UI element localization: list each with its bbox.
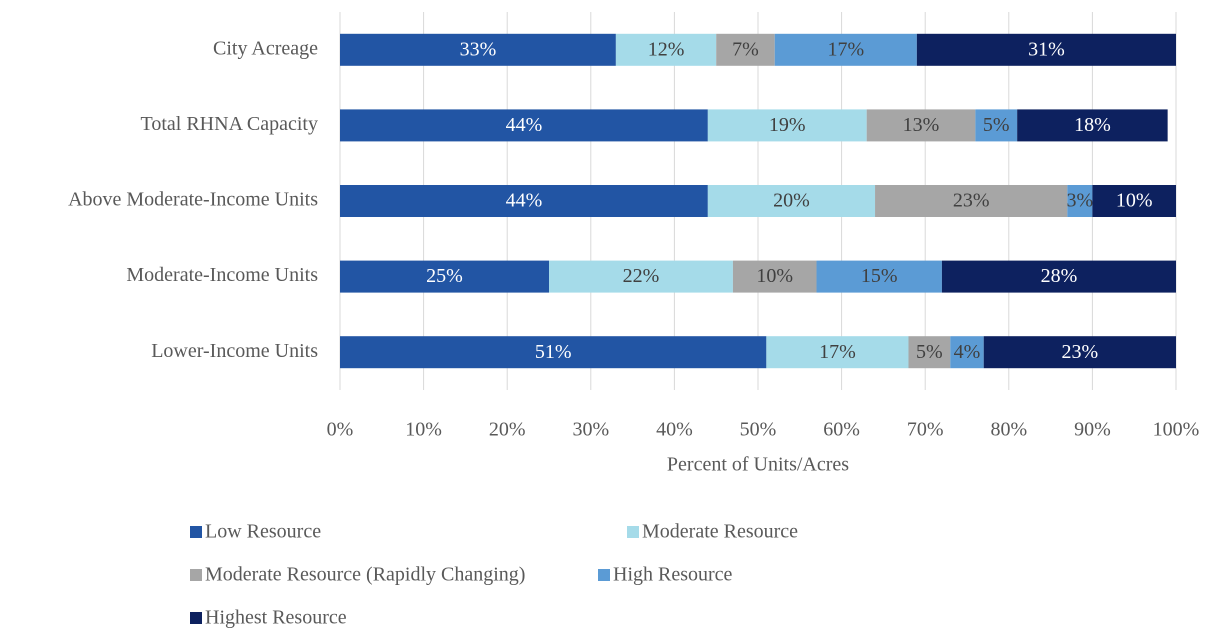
data-label: 7% bbox=[732, 38, 759, 60]
data-label: 23% bbox=[1062, 341, 1099, 363]
bar-segment bbox=[766, 336, 909, 369]
data-label: 5% bbox=[916, 341, 943, 363]
bar-segment bbox=[941, 260, 1176, 293]
data-label: 22% bbox=[623, 265, 660, 287]
bar-segment bbox=[549, 260, 733, 293]
x-tick-label: 70% bbox=[907, 419, 944, 441]
data-label: 5% bbox=[983, 114, 1010, 136]
legend-swatch bbox=[190, 569, 202, 581]
bar-segment bbox=[916, 33, 1176, 66]
bar-segment bbox=[816, 260, 942, 293]
bar-segment bbox=[1067, 185, 1093, 217]
x-tick-label: 50% bbox=[740, 419, 777, 441]
bar-segment bbox=[707, 109, 867, 142]
x-tick-label: 10% bbox=[405, 419, 442, 441]
data-label: 10% bbox=[756, 265, 793, 287]
data-label: 17% bbox=[827, 38, 864, 60]
data-label: 51% bbox=[535, 341, 572, 363]
bar-segment bbox=[615, 33, 717, 66]
x-tick-label: 60% bbox=[823, 419, 860, 441]
bar-segment bbox=[340, 336, 767, 369]
legend-label: Moderate Resource bbox=[642, 521, 798, 543]
y-tick-label: Moderate-Income Units bbox=[126, 264, 318, 286]
data-label: 44% bbox=[506, 114, 543, 136]
y-tick-label: Lower-Income Units bbox=[151, 340, 318, 362]
data-label: 28% bbox=[1041, 265, 1078, 287]
x-tick-label: 80% bbox=[990, 419, 1027, 441]
bar-segment bbox=[732, 260, 817, 293]
data-label: 3% bbox=[1067, 190, 1094, 212]
bar-segment bbox=[1017, 109, 1168, 142]
legend-swatch bbox=[627, 526, 639, 538]
bar-segment bbox=[707, 185, 876, 217]
data-label: 31% bbox=[1028, 38, 1065, 60]
x-axis-title: Percent of Units/Acres bbox=[667, 454, 849, 476]
x-tick-label: 40% bbox=[656, 419, 693, 441]
data-label: 25% bbox=[426, 265, 463, 287]
data-label: 19% bbox=[769, 114, 806, 136]
bar-segment bbox=[774, 33, 917, 66]
legend-swatch bbox=[190, 612, 202, 624]
bar-segment bbox=[340, 260, 549, 293]
bar-segment bbox=[866, 109, 976, 142]
legend-label: Moderate Resource (Rapidly Changing) bbox=[205, 564, 525, 586]
legend-label: Highest Resource bbox=[205, 607, 347, 629]
y-tick-label: City Acreage bbox=[213, 37, 318, 59]
data-label: 12% bbox=[648, 38, 685, 60]
bar-segment bbox=[950, 336, 984, 369]
data-label: 18% bbox=[1074, 114, 1111, 136]
legend-label: Low Resource bbox=[205, 521, 321, 543]
data-label: 4% bbox=[954, 341, 981, 363]
x-tick-label: 100% bbox=[1153, 419, 1200, 441]
y-tick-label: Above Moderate-Income Units bbox=[68, 189, 318, 211]
y-tick-label: Total RHNA Capacity bbox=[141, 113, 318, 135]
bar-segment bbox=[340, 109, 708, 142]
legend-swatch bbox=[190, 526, 202, 538]
bar-segment bbox=[975, 109, 1018, 142]
data-label: 10% bbox=[1116, 190, 1153, 212]
data-label: 20% bbox=[773, 190, 810, 212]
legend-swatch bbox=[598, 569, 610, 581]
bar-segment bbox=[340, 33, 616, 66]
data-label: 13% bbox=[903, 114, 940, 136]
x-tick-label: 90% bbox=[1074, 419, 1111, 441]
legend-label: High Resource bbox=[613, 564, 733, 586]
bar-segment bbox=[1092, 185, 1176, 217]
data-label: 23% bbox=[953, 190, 990, 212]
bar-segment bbox=[875, 185, 1068, 217]
bar-segment bbox=[340, 185, 708, 217]
bar-segment bbox=[908, 336, 951, 369]
data-label: 15% bbox=[861, 265, 898, 287]
data-label: 33% bbox=[460, 38, 497, 60]
x-tick-label: 20% bbox=[489, 419, 526, 441]
data-label: 44% bbox=[506, 190, 543, 212]
x-tick-label: 30% bbox=[572, 419, 609, 441]
x-tick-label: 0% bbox=[327, 419, 354, 441]
data-label: 17% bbox=[819, 341, 856, 363]
bar-segment bbox=[716, 33, 775, 66]
bar-segment bbox=[983, 336, 1176, 369]
